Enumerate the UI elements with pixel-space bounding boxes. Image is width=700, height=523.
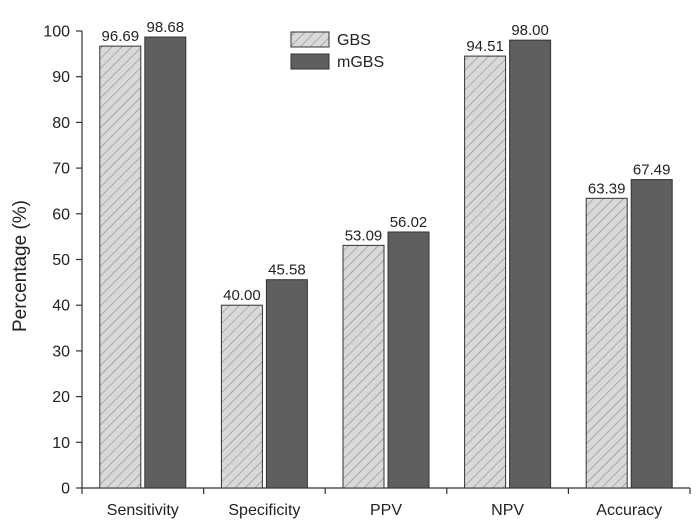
data-label-mgbs: 56.02 [390, 214, 428, 231]
data-label-mgbs: 98.00 [511, 22, 549, 39]
y-tick-label: 70 [52, 161, 70, 178]
bars [99, 36, 673, 489]
bar-mgbs [630, 179, 673, 489]
y-tick-label: 40 [52, 298, 70, 315]
bar-gbs [99, 45, 142, 489]
y-tick-label: 100 [43, 24, 70, 41]
bar-mgbs [387, 231, 430, 489]
bar-mgbs [144, 36, 187, 489]
bar-gbs [585, 197, 628, 489]
data-label-gbs: 53.09 [345, 227, 383, 244]
data-labels: 96.69 40.00 53.09 94.51 63.39 98.68 45.58 56.02… [102, 19, 671, 304]
data-label-gbs: 96.69 [102, 28, 140, 45]
x-tick-label: Sensitivity [107, 502, 179, 519]
legend: GBS mGBS [290, 31, 384, 71]
bar-mgbs [509, 39, 552, 489]
y-tick-label: 20 [52, 389, 70, 406]
data-label-gbs: 40.00 [223, 287, 261, 304]
bar-gbs [220, 304, 263, 489]
legend-label-mgbs: mGBS [337, 54, 384, 71]
x-axis: Sensitivity Specificity PPV NPV Accuracy [81, 487, 691, 519]
y-tick-label: 50 [52, 252, 70, 269]
data-label-gbs: 63.39 [588, 180, 626, 197]
y-tick-label: 30 [52, 343, 70, 360]
y-tick-label: 80 [52, 115, 70, 132]
data-label-mgbs: 67.49 [633, 162, 671, 179]
y-tick-label: 10 [52, 435, 70, 452]
y-tick-label: 90 [52, 69, 70, 86]
legend-swatch-mgbs [290, 53, 330, 70]
legend-label-gbs: GBS [337, 32, 371, 49]
y-tick-label: 60 [52, 206, 70, 223]
data-label-mgbs: 98.68 [147, 19, 185, 36]
data-label-mgbs: 45.58 [268, 262, 306, 279]
x-tick-label: PPV [370, 502, 402, 519]
y-tick-label: 0 [61, 481, 70, 498]
legend-swatch-gbs [290, 31, 330, 48]
x-tick-label: NPV [491, 502, 524, 519]
x-tick-label: Accuracy [596, 502, 662, 519]
y-axis-title: Percentage (%) [10, 200, 31, 332]
y-axis: 0 10 20 30 40 50 60 70 80 90 100 [43, 24, 83, 498]
bar-gbs [464, 55, 507, 489]
data-label-gbs: 94.51 [466, 38, 504, 55]
bar-mgbs [265, 279, 308, 489]
bar-gbs [342, 244, 385, 489]
x-tick-label: Specificity [228, 502, 300, 519]
